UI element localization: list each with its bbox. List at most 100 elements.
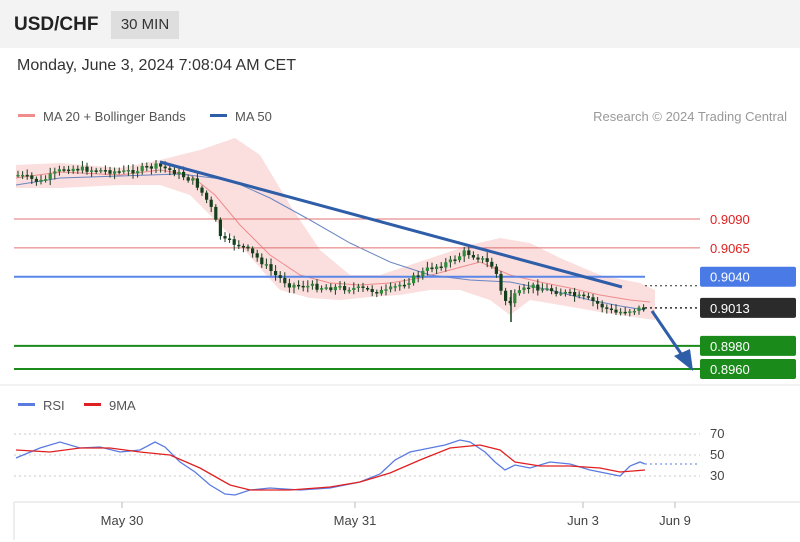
credit-text: Research © 2024 Trading Central: [593, 109, 787, 124]
candle: [577, 291, 581, 299]
candle: [251, 246, 255, 258]
top-bar: USD/CHF 30 MIN: [0, 0, 800, 48]
candle: [563, 289, 567, 297]
candle: [44, 175, 48, 183]
candle: [481, 255, 485, 263]
x-tick-label: Jun 9: [659, 502, 691, 528]
price-label-0.8960: 0.8960: [700, 359, 796, 379]
forecast-arrow: [650, 310, 693, 371]
candle: [504, 287, 508, 306]
candle: [476, 254, 480, 263]
candle: [16, 170, 20, 178]
candle: [278, 271, 282, 283]
candle: [255, 249, 259, 262]
candle: [136, 166, 140, 178]
candle: [214, 204, 218, 222]
candle: [421, 267, 425, 280]
candle: [531, 282, 535, 294]
candle: [218, 217, 222, 240]
svg-text:Jun 3: Jun 3: [567, 513, 599, 528]
candle: [494, 263, 498, 278]
candle: [57, 165, 61, 176]
candle: [200, 185, 204, 196]
price-label-0.9013: 0.9013: [700, 297, 796, 318]
candle: [76, 165, 80, 174]
candle: [623, 307, 627, 316]
timeframe-button[interactable]: 30 MIN: [111, 11, 179, 39]
x-tick-label: May 31: [334, 502, 376, 528]
candle: [573, 287, 577, 302]
candle: [522, 284, 526, 294]
price-label-0.9090: 0.9090: [710, 212, 750, 227]
x-tick-label: Jun 3: [567, 502, 599, 528]
rsi-ma-swatch: [84, 403, 101, 407]
candle: [596, 296, 600, 310]
rsi-tick-50: 50: [710, 447, 724, 462]
candle: [508, 296, 512, 306]
candle: [80, 160, 84, 174]
ma20-label: MA 20 + Bollinger Bands: [43, 109, 186, 124]
candle: [379, 286, 383, 296]
candle: [416, 271, 420, 283]
candle: [260, 253, 264, 268]
candle: [402, 279, 406, 289]
candle: [168, 165, 172, 176]
candle: [586, 292, 590, 300]
candle: [444, 258, 448, 272]
candle: [131, 164, 135, 179]
candle: [471, 251, 475, 260]
candle: [191, 176, 195, 185]
candle: [545, 283, 549, 292]
candle: [384, 284, 388, 296]
candle: [628, 308, 632, 317]
candle: [241, 243, 245, 253]
candle: [315, 279, 319, 293]
candle: [177, 167, 181, 179]
candle: [287, 278, 291, 293]
rsi-line: [15, 439, 646, 496]
candle: [632, 308, 636, 315]
candle: [94, 167, 98, 174]
ma50-swatch: [210, 114, 227, 118]
candle: [113, 167, 117, 180]
candle: [228, 233, 232, 243]
rsi-label: RSI: [43, 398, 65, 413]
candle: [517, 285, 521, 296]
candle: [347, 287, 351, 294]
candle: [614, 304, 618, 315]
candle: [485, 252, 489, 268]
candle: [637, 305, 641, 315]
candle: [333, 284, 337, 295]
candle: [550, 284, 554, 295]
candle: [582, 292, 586, 300]
candle: [324, 284, 328, 291]
candle: [343, 281, 347, 294]
price-label-0.9065: 0.9065: [710, 241, 750, 256]
candle: [21, 171, 25, 179]
candle: [448, 255, 452, 268]
candle: [338, 281, 342, 291]
candle: [149, 163, 153, 175]
rsi-ma-line: [15, 444, 646, 491]
rsi-tick-30: 30: [710, 468, 724, 483]
candle: [527, 281, 531, 294]
ma50-label: MA 50: [235, 109, 272, 124]
candle: [34, 176, 38, 186]
candle: [126, 164, 130, 176]
candle: [103, 165, 107, 175]
candle: [366, 285, 370, 292]
candle: [490, 257, 494, 269]
candle: [195, 173, 199, 191]
candle: [453, 255, 457, 265]
candle: [186, 174, 190, 183]
candle: [232, 235, 236, 251]
candle: [48, 167, 52, 186]
svg-text:0.9013: 0.9013: [710, 301, 750, 316]
candle: [145, 162, 149, 172]
downtrend-line: [159, 160, 623, 289]
candle: [172, 166, 176, 177]
rsi-ma-label: 9MA: [109, 398, 136, 413]
candle: [356, 283, 360, 292]
candle: [301, 280, 305, 292]
candle: [90, 166, 94, 177]
